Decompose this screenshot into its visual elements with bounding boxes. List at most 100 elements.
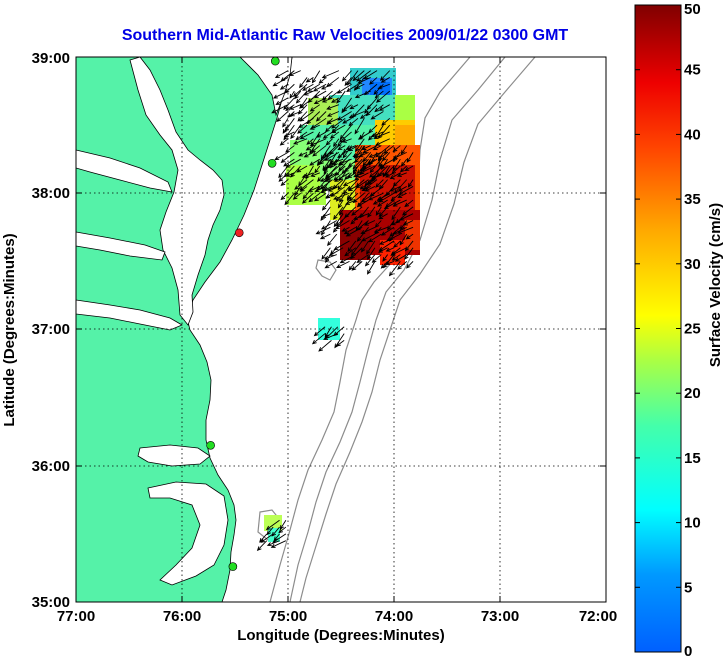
velocity-arrow [339,124,352,140]
velocity-arrow [346,186,359,200]
velocity-arrow [296,165,308,173]
velocity-arrow [367,206,376,218]
velocity-arrow [280,179,289,186]
velocity-arrow [293,138,308,145]
velocity-arrow [399,165,408,173]
velocity-arrow [344,199,357,205]
velocity-arrow [298,151,308,157]
velocity-arrow [377,199,388,207]
velocity-arrow [378,104,390,111]
rappahannock-river [76,231,166,261]
velocity-arrow [367,247,376,260]
velocity-arrow [316,172,327,182]
velocity-arrow [368,151,382,158]
velocity-arrow [353,77,365,91]
velocity-cell [395,95,415,125]
velocity-arrow [271,526,280,537]
velocity-arrow [368,192,384,201]
velocity-arrow [333,326,345,337]
velocity-arrow [341,165,350,175]
velocity-arrow [324,326,332,338]
x-tick-label: 75:00 [269,608,307,625]
velocity-arrow [349,192,359,202]
velocity-arrow [309,138,321,155]
velocity-arrow [361,145,371,150]
velocity-arrow [345,145,357,151]
velocity-arrows [256,70,414,551]
velocity-arrow [369,77,378,85]
velocity-arrow [309,104,321,112]
velocity-arrow [341,70,352,82]
velocity-arrow [358,151,369,158]
velocity-arrow [314,165,321,174]
velocity-arrow [381,117,391,126]
velocity-arrow [315,111,327,122]
velocity-arrow [285,145,295,153]
velocity-arrow [334,333,345,349]
velocity-arrow [288,70,301,77]
velocity-arrow [354,152,365,164]
velocity-arrow [270,540,287,548]
velocity-arrow [325,138,333,146]
velocity-arrow [313,90,327,99]
velocity-arrow [366,97,378,110]
velocity-arrow [406,261,414,269]
velocity-arrow [310,172,320,177]
isobath-fragment [315,259,337,281]
colorbar-tick-label: 20 [684,385,701,402]
velocity-arrow [344,206,357,219]
velocity-arrow [265,519,280,531]
x-tick-label: 72:00 [579,608,617,625]
velocity-arrow [377,152,388,160]
velocity-arrow [274,151,289,161]
chesapeake-bay [129,57,225,326]
velocity-arrow [292,83,308,97]
velocity-arrow [398,186,414,195]
velocity-arrow [370,111,384,120]
velocity-arrow [404,240,414,252]
velocity-arrow [324,124,333,133]
velocity-arrow [394,254,407,262]
velocity-arrow [369,158,382,174]
velocity-arrow [332,179,344,190]
velocity-arrow [260,533,274,543]
velocity-arrow [316,152,331,165]
velocity-arrow [274,70,289,79]
radar-station-marker [206,441,215,450]
velocity-arrow [321,247,331,260]
velocity-arrow [284,192,295,206]
velocity-arrow [382,152,391,162]
velocity-arrow [312,145,327,157]
y-axis-label: Latitude (Degrees:Minutes) [1,233,18,426]
y-tick-label: 36:00 [32,458,70,475]
velocity-arrow [334,172,350,182]
velocity-arrow [318,340,332,352]
velocity-arrow [405,233,414,240]
velocity-arrow [376,165,388,178]
velocity-arrow [326,77,340,88]
map-content [76,57,606,602]
x-tick-label: 73:00 [481,608,519,625]
velocity-arrow [299,179,314,191]
colorbar-tick-label: 45 [684,62,701,79]
velocity-arrow [407,179,414,188]
y-tick-label: 39:00 [32,50,70,67]
velocity-arrow [403,220,414,226]
velocity-arrow [341,97,352,114]
velocity-arrow [295,90,308,104]
velocity-arrow [350,247,363,260]
velocity-arrow [334,220,350,230]
y-tick-label: 38:00 [32,185,70,202]
velocity-arrow [307,90,321,103]
velocity-arrow [289,104,301,110]
velocity-arrow [337,138,346,147]
y-tick-label: 37:00 [32,321,70,338]
velocity-arrow [380,77,390,83]
velocity-arrow [361,240,369,253]
velocity-arrow [283,158,295,167]
velocity-arrow [337,83,352,94]
velocity-arrow [341,138,352,143]
velocity-arrow [374,104,384,113]
velocity-arrow [290,165,302,178]
